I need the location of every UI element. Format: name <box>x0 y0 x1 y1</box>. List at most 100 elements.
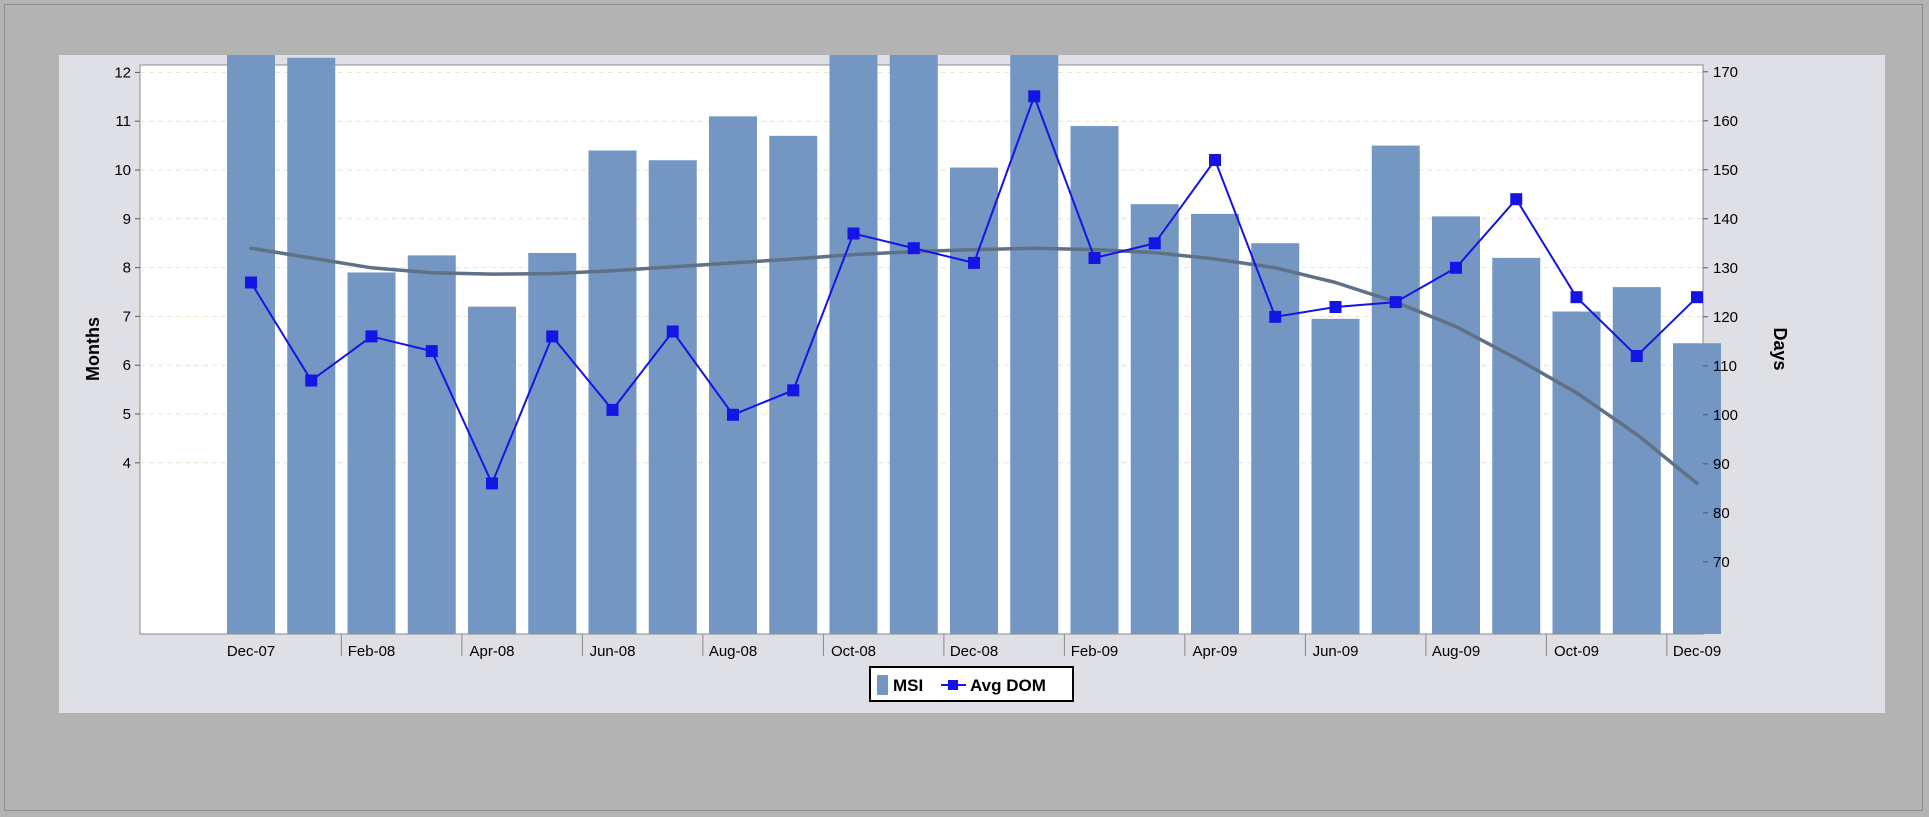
avg-dom-point <box>666 325 679 338</box>
right-tick-label: 70 <box>1713 554 1730 571</box>
left-tick-label: 9 <box>123 211 131 228</box>
left-tick-label: 8 <box>123 260 131 277</box>
right-tick-label: 170 <box>1713 64 1738 81</box>
x-tick-label: Apr-08 <box>469 643 514 660</box>
y-axis-title-right: Days <box>1770 327 1790 370</box>
avg-dom-point <box>486 477 498 490</box>
x-tick-label: Oct-08 <box>831 643 876 660</box>
x-tick-label: Feb-08 <box>348 643 396 660</box>
legend-avg-dom-label: Avg DOM <box>970 676 1046 695</box>
trend-line-path <box>249 246 1699 486</box>
left-tick-label: 12 <box>114 64 131 81</box>
legend: MSI Avg DOM <box>869 666 1074 702</box>
msi-bar <box>1492 257 1541 634</box>
msi-bar <box>1251 243 1300 634</box>
msi-bar <box>1070 126 1119 634</box>
msi-bars <box>227 55 1721 635</box>
left-tick-label: 11 <box>115 113 131 130</box>
avg-dom-point <box>365 330 378 343</box>
x-tick-label: Jun-08 <box>590 643 636 660</box>
left-tick-label: 10 <box>114 162 131 179</box>
right-tick-label: 90 <box>1713 456 1730 473</box>
msi-avg-dom-chart: 456789101112131415 708090100110120130140… <box>83 55 1790 702</box>
x-tick-label: Aug-08 <box>709 643 757 660</box>
avg-dom-point <box>305 374 318 387</box>
left-tick-label: 7 <box>123 308 131 325</box>
avg-dom-point <box>1630 350 1643 362</box>
msi-bar <box>1612 287 1661 634</box>
avg-dom-line <box>245 90 1703 490</box>
right-tick-label: 80 <box>1713 505 1730 522</box>
right-tick-label: 150 <box>1713 162 1738 179</box>
right-y-axis: 708090100110120130140150160170180 <box>1703 64 1738 571</box>
msi-bar <box>709 116 757 634</box>
msi-bar <box>1191 213 1239 635</box>
trend-line <box>249 246 1699 486</box>
x-tick-label: Jun-09 <box>1313 643 1359 660</box>
msi-bar <box>829 55 878 634</box>
msi-bar <box>347 272 396 634</box>
chart-frame: 456789101112131415 708090100110120130140… <box>4 4 1923 811</box>
left-tick-label: 5 <box>123 406 131 423</box>
avg-dom-point <box>1329 301 1342 313</box>
right-tick-label: 130 <box>1713 260 1738 277</box>
msi-bar <box>528 252 577 634</box>
avg-dom-point <box>968 256 980 269</box>
avg-dom-point <box>245 276 257 289</box>
x-tick-label: Dec-08 <box>950 643 998 660</box>
right-tick-label: 160 <box>1713 113 1738 130</box>
x-axis: Dec-07 Feb-08 Apr-08 Jun-08 Aug-08 Oct-08 Dec-… <box>227 634 1721 660</box>
msi-bar <box>889 55 938 634</box>
right-tick-label: 120 <box>1713 309 1738 326</box>
legend-msi-swatch <box>877 675 888 695</box>
legend-box <box>869 666 1074 702</box>
avg-dom-point <box>787 384 800 397</box>
avg-dom-point <box>1510 193 1523 206</box>
x-tick-label: Oct-09 <box>1554 643 1599 660</box>
legend-msi-label: MSI <box>893 676 923 695</box>
legend-avg-dom-marker <box>948 680 958 690</box>
avg-dom-point <box>425 345 438 358</box>
left-tick-label: 6 <box>123 357 131 374</box>
x-tick-label: Dec-09 <box>1673 643 1721 660</box>
x-tick-label: Dec-07 <box>227 643 275 660</box>
left-y-axis: 456789101112131415 <box>114 64 140 472</box>
right-tick-label: 100 <box>1713 407 1738 424</box>
msi-bar <box>1432 216 1480 635</box>
avg-dom-point <box>1450 261 1462 274</box>
right-tick-label: 140 <box>1713 211 1738 228</box>
avg-dom-point <box>727 408 739 421</box>
msi-bar <box>227 55 275 634</box>
y-axis-title-left: Months <box>83 317 103 381</box>
avg-dom-point <box>847 227 860 240</box>
avg-dom-point <box>1570 291 1583 304</box>
avg-dom-point <box>1148 237 1161 250</box>
avg-dom-point <box>546 330 559 343</box>
msi-bar <box>950 167 998 634</box>
msi-bar <box>1552 311 1601 634</box>
avg-dom-point <box>1691 291 1703 304</box>
msi-bar <box>1311 318 1360 634</box>
avg-dom-point <box>606 403 619 416</box>
msi-bar <box>1010 55 1059 634</box>
avg-dom-point <box>1269 310 1282 323</box>
msi-bar <box>287 57 336 634</box>
avg-dom-point <box>1028 90 1041 103</box>
msi-bar <box>1673 343 1721 634</box>
msi-bar <box>407 255 456 634</box>
msi-bar <box>588 150 637 634</box>
msi-bar <box>468 306 516 634</box>
x-tick-label: Apr-09 <box>1192 643 1237 660</box>
avg-dom-point <box>1088 252 1101 264</box>
right-tick-label: 110 <box>1713 358 1737 375</box>
left-tick-label: 4 <box>123 455 131 472</box>
msi-bar <box>1371 145 1420 634</box>
x-tick-label: Feb-09 <box>1071 643 1119 660</box>
msi-bar <box>1130 204 1179 634</box>
avg-dom-point <box>907 242 920 255</box>
chart-panel: 456789101112131415 708090100110120130140… <box>59 55 1885 713</box>
x-tick-label: Aug-09 <box>1432 643 1480 660</box>
msi-bar <box>648 160 697 634</box>
avg-dom-point <box>1389 296 1402 309</box>
avg-dom-point <box>1209 154 1221 166</box>
